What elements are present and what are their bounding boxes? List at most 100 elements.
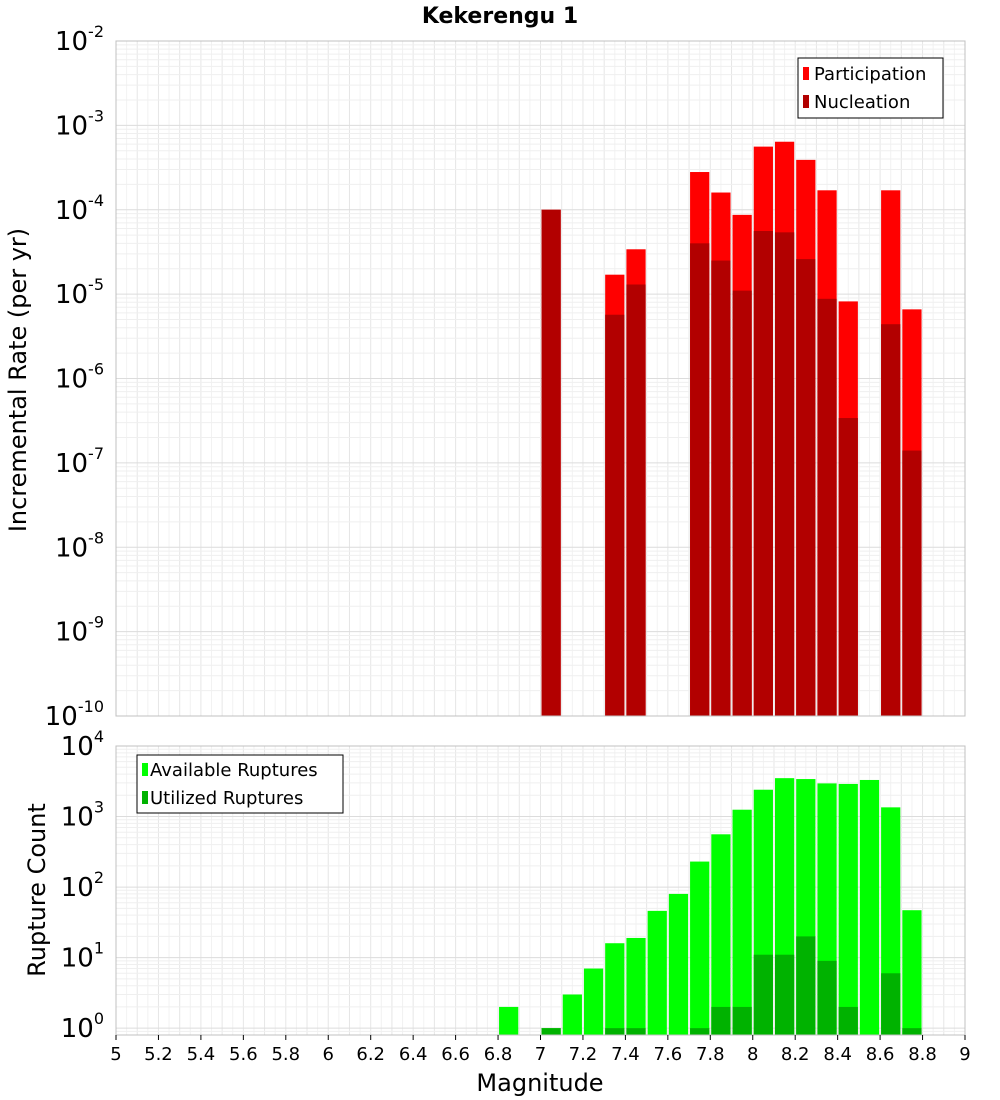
bar-nucleation — [711, 260, 731, 716]
bar-available — [859, 779, 880, 1035]
bar-utilized — [541, 1028, 561, 1035]
bar-utilized — [711, 1006, 731, 1035]
x-tick-label: 6.8 — [484, 1044, 513, 1065]
bottom-panel: 104 103 102 101 100 Rupture Count Available … — [23, 727, 966, 1044]
top-y-tick-label: 10-8 — [55, 528, 104, 563]
legend-label-nucleation: Nucleation — [814, 92, 910, 113]
x-tick-label: 6.6 — [441, 1044, 470, 1065]
top-y-tick-label: 10-10 — [45, 697, 104, 732]
legend-swatch-available — [142, 763, 148, 776]
x-tick-label: 5.6 — [229, 1044, 258, 1065]
top-y-tick-label: 10-2 — [55, 22, 104, 57]
x-tick-label: 8.6 — [866, 1044, 895, 1065]
bar-available — [583, 968, 604, 1035]
bar-nucleation — [774, 232, 795, 716]
bar-nucleation — [838, 418, 858, 716]
bar-available — [732, 809, 752, 1035]
bottom-y-tick-label: 102 — [61, 868, 104, 903]
bottom-bars — [499, 778, 922, 1035]
x-tick-label: 8.8 — [908, 1044, 937, 1065]
bar-available — [690, 861, 710, 1035]
x-tick-label: 5.4 — [187, 1044, 216, 1065]
x-tick-label: 5.2 — [144, 1044, 173, 1065]
bottom-legend: Available Ruptures Utilized Ruptures — [136, 754, 344, 814]
top-panel: 10-2 10-3 10-4 10-5 10-6 10-7 10-8 10-9 10-10 In… — [4, 22, 966, 732]
bottom-legend-box — [136, 754, 344, 814]
bar-available — [562, 994, 582, 1035]
bottom-y-tick-label: 100 — [61, 1009, 104, 1044]
bar-nucleation — [626, 284, 646, 716]
x-tick-label: 8 — [747, 1044, 758, 1065]
bar-utilized — [881, 973, 901, 1035]
bar-utilized — [605, 1028, 625, 1035]
bar-nucleation — [796, 259, 816, 716]
bar-nucleation — [690, 243, 710, 717]
top-y-tick-label: 10-9 — [55, 613, 104, 648]
bar-available — [605, 943, 625, 1035]
bar-nucleation — [541, 209, 561, 716]
bar-nucleation — [753, 230, 773, 716]
bar-nucleation — [605, 314, 625, 716]
bar-nucleation — [902, 450, 922, 716]
top-bars — [541, 141, 922, 717]
bar-utilized — [902, 1028, 922, 1035]
top-y-tick-label: 10-6 — [55, 360, 104, 395]
x-tick-label: 7.6 — [654, 1044, 683, 1065]
bar-utilized — [753, 954, 773, 1035]
x-tick-label: 7.2 — [569, 1044, 598, 1065]
x-tick-label: 6 — [323, 1044, 334, 1065]
legend-swatch-participation — [803, 67, 809, 80]
x-tick-label: 9 — [959, 1044, 970, 1065]
top-yticks: 10-2 10-3 10-4 10-5 10-6 10-7 10-8 10-9 10-10 — [45, 22, 104, 732]
top-y-tick-label: 10-3 — [55, 106, 104, 141]
x-tick-label: 6.4 — [399, 1044, 428, 1065]
bar-available — [499, 1006, 519, 1035]
bar-utilized — [626, 1028, 646, 1035]
chart-title: Kekerengu 1 — [422, 4, 578, 29]
bottom-ylabel: Rupture Count — [23, 803, 51, 977]
x-tick-label: 5 — [110, 1044, 121, 1065]
x-axis-label: Magnitude — [476, 1069, 603, 1097]
x-tick-label: 6.2 — [356, 1044, 385, 1065]
x-tick-label: 7.8 — [696, 1044, 725, 1065]
bottom-y-tick-label: 103 — [61, 798, 104, 833]
top-legend: Participation Nucleation — [797, 57, 944, 119]
legend-swatch-utilized — [142, 791, 148, 804]
bottom-y-tick-label: 104 — [61, 727, 104, 762]
top-plot-frame — [115, 40, 966, 717]
top-legend-box — [797, 57, 944, 119]
bar-available — [902, 910, 922, 1035]
bar-available — [626, 937, 646, 1035]
x-tick-label: 7 — [535, 1044, 546, 1065]
x-tick-label: 5.8 — [271, 1044, 300, 1065]
legend-swatch-nucleation — [803, 95, 809, 108]
top-y-tick-label: 10-4 — [55, 191, 104, 226]
x-tick-label: 7.4 — [611, 1044, 640, 1065]
bar-nucleation — [881, 324, 901, 716]
x-tick-label: 8.2 — [781, 1044, 810, 1065]
legend-label-available: Available Ruptures — [150, 760, 318, 781]
top-y-tick-label: 10-7 — [55, 444, 104, 479]
bar-utilized — [817, 960, 837, 1035]
bar-available — [668, 893, 689, 1035]
bar-available — [838, 783, 858, 1035]
bar-available — [711, 834, 731, 1035]
bar-utilized — [796, 936, 816, 1035]
x-tick-label: 8.4 — [823, 1044, 852, 1065]
bar-utilized — [838, 1006, 858, 1035]
bottom-y-tick-label: 101 — [61, 939, 104, 974]
bottom-yticks: 104 103 102 101 100 — [61, 727, 104, 1044]
legend-label-utilized: Utilized Ruptures — [150, 788, 303, 809]
legend-label-participation: Participation — [814, 64, 926, 85]
bar-available — [647, 910, 667, 1035]
x-ticks: 5 5.2 5.4 5.6 5.8 6 6.2 6.4 6.6 6.8 7 7.2 7.4 7.6 7.8 8… — [110, 1035, 971, 1065]
bar-nucleation — [732, 290, 752, 716]
bar-nucleation — [817, 298, 837, 716]
bar-utilized — [732, 1006, 752, 1035]
top-y-tick-label: 10-5 — [55, 275, 104, 310]
bar-utilized — [690, 1028, 710, 1035]
top-grid — [115, 41, 966, 717]
bar-utilized — [774, 954, 795, 1035]
top-ylabel: Incremental Rate (per yr) — [4, 228, 32, 532]
